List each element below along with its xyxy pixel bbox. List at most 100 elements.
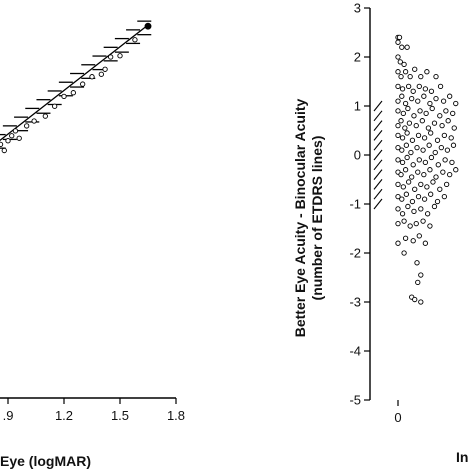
left-data-point	[24, 123, 30, 129]
right-data-point	[398, 171, 404, 178]
right-data-point	[402, 69, 409, 75]
right-data-point	[405, 179, 412, 185]
left-data-point	[117, 53, 123, 59]
right-data-point	[421, 196, 428, 202]
right-data-point	[395, 54, 401, 60]
right-data-point	[447, 93, 453, 99]
right-band-hatch	[373, 139, 383, 151]
right-y-tick-label: -2	[349, 246, 361, 261]
right-data-point	[428, 130, 434, 136]
right-band-hatch	[373, 149, 383, 161]
right-data-point	[395, 122, 401, 129]
right-data-point	[395, 181, 401, 188]
right-data-point	[404, 44, 410, 50]
right-data-point	[415, 193, 422, 200]
right-data-point	[437, 113, 443, 119]
right-data-point	[419, 118, 425, 124]
right-data-point	[402, 100, 409, 107]
right-data-point	[404, 130, 410, 136]
right-data-point	[401, 218, 407, 224]
right-y-tick-label: -5	[349, 393, 361, 408]
right-data-point	[416, 83, 422, 90]
right-y-tick-label: -3	[349, 295, 361, 310]
right-data-point	[418, 299, 424, 305]
right-data-point	[440, 169, 446, 175]
right-data-point	[403, 142, 410, 148]
right-data-point	[433, 174, 439, 180]
right-data-point	[399, 196, 405, 202]
right-data-point	[431, 120, 438, 126]
right-data-point	[439, 122, 445, 129]
right-hatched-band	[373, 100, 383, 210]
right-data-point	[399, 44, 405, 50]
right-data-point	[443, 108, 449, 114]
right-data-point	[399, 147, 405, 153]
right-band-hatch	[373, 198, 383, 210]
right-data-point	[412, 296, 418, 303]
right-data-point	[435, 162, 441, 168]
right-data-point	[425, 125, 432, 131]
right-panel: -5 -4 -3 -2 -1 0 1 2 3 0 Better Eye Acuity - Bin…	[292, 1, 468, 466]
left-data-point	[144, 22, 152, 30]
left-x-ticks: .9 1.2 1.5 1.8	[3, 398, 185, 423]
right-data-point	[444, 147, 451, 153]
right-data-point	[429, 105, 435, 112]
right-data-point	[451, 125, 457, 131]
right-data-point	[408, 149, 414, 156]
right-band-hatch	[373, 179, 383, 190]
right-data-point	[411, 113, 417, 119]
left-data-point	[132, 37, 138, 43]
right-data-point	[424, 69, 430, 75]
right-data-point	[418, 272, 424, 278]
right-band-hatch	[373, 130, 383, 141]
right-data-point	[395, 206, 401, 212]
right-data-points	[395, 34, 459, 305]
right-data-point	[433, 96, 439, 102]
right-data-point	[453, 167, 459, 173]
right-data-point	[398, 73, 404, 80]
right-data-point	[410, 238, 416, 244]
right-data-point	[395, 193, 401, 200]
left-data-point	[89, 74, 95, 80]
right-data-point	[418, 206, 424, 212]
right-data-point	[402, 235, 409, 241]
right-data-point	[450, 110, 456, 117]
right-data-point	[421, 171, 427, 178]
right-data-point	[410, 162, 416, 168]
right-data-point	[395, 108, 401, 114]
left-data-points	[0, 22, 152, 154]
right-data-point	[450, 142, 457, 148]
right-data-point	[395, 144, 401, 151]
right-data-point	[412, 186, 418, 192]
right-data-point	[399, 93, 405, 99]
right-data-point	[430, 179, 436, 185]
right-data-point	[428, 191, 434, 197]
right-data-point	[401, 250, 407, 256]
right-data-point	[427, 100, 433, 107]
right-data-point	[431, 203, 438, 210]
right-data-point	[406, 120, 413, 126]
left-fit-line	[0, 24, 149, 142]
right-data-point	[428, 88, 435, 94]
right-data-point	[447, 171, 453, 178]
right-data-point	[416, 157, 422, 163]
right-data-point	[417, 108, 423, 114]
left-data-point	[16, 135, 22, 141]
left-data-point	[52, 103, 58, 109]
right-data-point	[404, 154, 410, 161]
right-band-hatch	[373, 110, 383, 122]
right-y-axis-title: Better Eye Acuity - Binocular Acuity	[292, 99, 308, 338]
right-data-point	[434, 137, 441, 143]
right-data-point	[421, 93, 427, 99]
right-y-tick-label: 2	[354, 50, 361, 65]
right-data-point	[438, 144, 444, 151]
right-data-point	[405, 203, 411, 210]
left-data-point	[12, 128, 19, 134]
right-data-point	[420, 218, 426, 224]
left-data-point	[102, 66, 108, 72]
right-data-point	[424, 211, 431, 217]
right-data-point	[395, 132, 401, 139]
right-data-point	[401, 61, 407, 67]
right-data-point	[427, 223, 433, 229]
right-data-point	[422, 159, 429, 166]
